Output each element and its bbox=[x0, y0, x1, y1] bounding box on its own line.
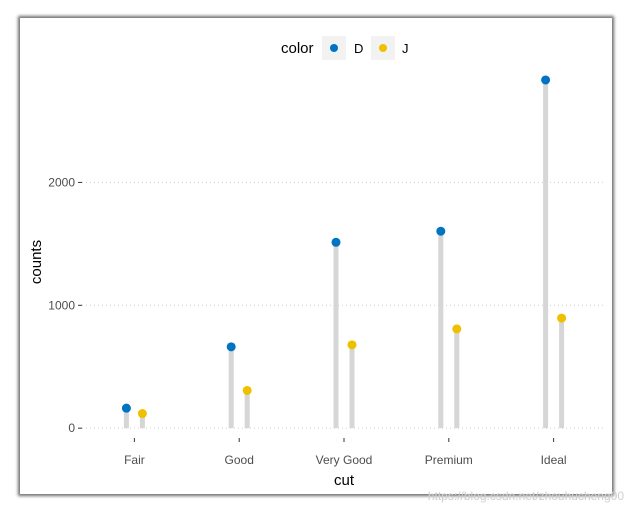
point-J-1 bbox=[242, 385, 252, 395]
legend-key-d bbox=[330, 44, 338, 52]
point-D-2 bbox=[331, 237, 341, 247]
x-tick-label-1: Good bbox=[225, 453, 254, 467]
x-tick-label-0: Fair bbox=[124, 453, 145, 467]
y-axis-ticks: 0 1000 2000 bbox=[48, 175, 82, 435]
legend-label-j: J bbox=[402, 41, 409, 56]
x-axis-title: cut bbox=[334, 472, 355, 489]
x-tick-label-3: Premium bbox=[425, 453, 473, 467]
point-J-4 bbox=[557, 313, 567, 323]
legend-label-d: D bbox=[354, 41, 363, 56]
point-D-3 bbox=[436, 226, 446, 236]
y-tick-label-2000: 2000 bbox=[48, 175, 75, 189]
y-tick-label-0: 0 bbox=[68, 421, 75, 435]
point-D-0 bbox=[121, 403, 131, 413]
watermark-text: https://blog.csdn.net/zhouhucheng00 bbox=[427, 489, 624, 503]
chart-marks bbox=[121, 75, 567, 429]
gridlines bbox=[82, 181, 606, 429]
point-D-1 bbox=[226, 342, 236, 352]
legend-title: color bbox=[281, 40, 314, 57]
x-axis-ticks: Fair Good Very Good Premium Ideal bbox=[124, 438, 567, 467]
point-J-0 bbox=[137, 409, 147, 419]
x-tick-label-2: Very Good bbox=[316, 453, 373, 467]
legend: color D J bbox=[281, 36, 409, 60]
point-J-3 bbox=[452, 324, 462, 334]
legend-key-j bbox=[379, 44, 387, 52]
y-tick-label-1000: 1000 bbox=[48, 298, 75, 312]
plot-frame bbox=[20, 18, 612, 494]
point-J-2 bbox=[347, 340, 357, 350]
x-tick-label-4: Ideal bbox=[541, 453, 567, 467]
y-axis-title: counts bbox=[28, 240, 45, 284]
point-D-4 bbox=[541, 75, 551, 85]
